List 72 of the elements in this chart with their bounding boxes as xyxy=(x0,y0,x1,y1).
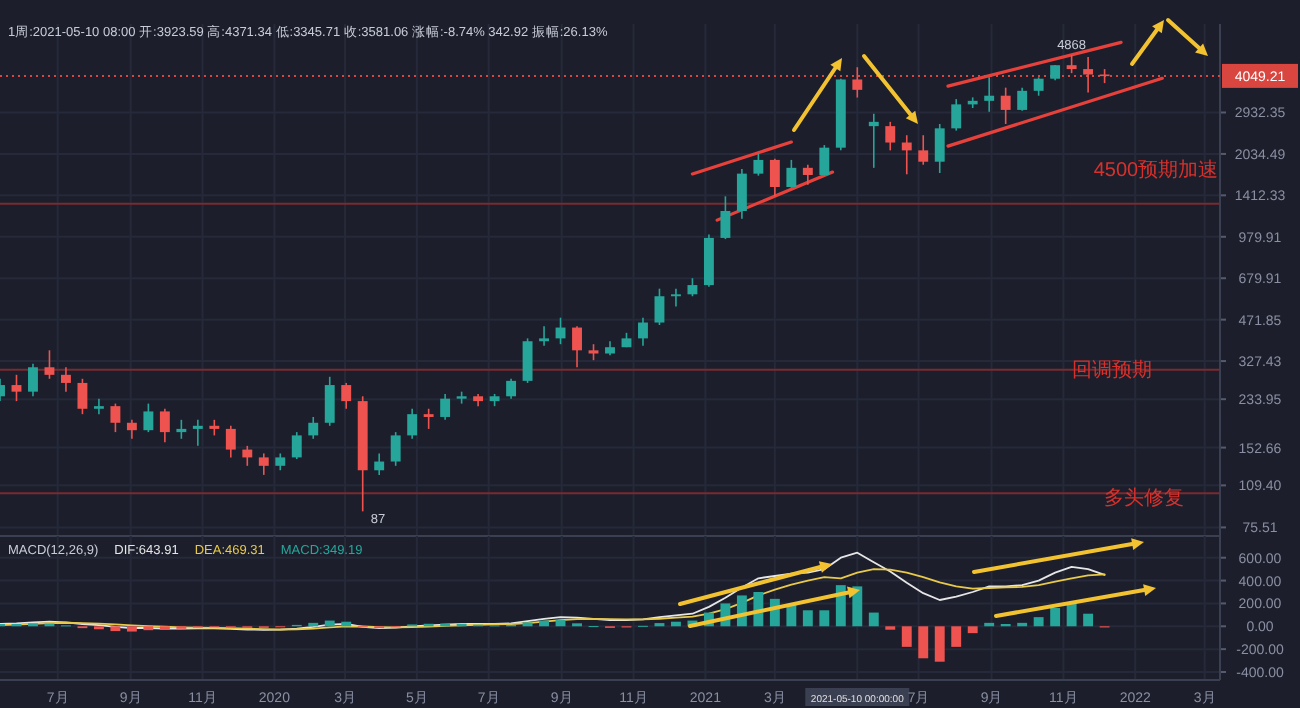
candlestick xyxy=(901,134,912,176)
candlestick xyxy=(126,419,137,440)
bar xyxy=(819,610,830,627)
candlestick xyxy=(242,445,253,467)
bar xyxy=(918,626,929,659)
candlestick xyxy=(423,407,434,430)
candlestick xyxy=(440,393,451,421)
candlestick xyxy=(522,337,533,384)
candlestick xyxy=(258,452,269,476)
candlestick xyxy=(786,159,797,189)
candlestick xyxy=(225,425,236,459)
candlestick xyxy=(77,378,88,415)
candlestick xyxy=(572,325,582,369)
bar xyxy=(901,626,912,647)
candlestick xyxy=(44,349,55,380)
candlestick xyxy=(506,378,517,400)
candlestick xyxy=(192,419,203,447)
candlestick xyxy=(143,402,154,433)
candlestick xyxy=(291,431,302,460)
candlestick xyxy=(802,163,813,186)
candlestick xyxy=(984,76,995,113)
candlestick xyxy=(93,397,104,415)
candlestick xyxy=(176,419,187,440)
candlestick xyxy=(934,123,945,174)
candlestick xyxy=(308,416,319,440)
candlestick xyxy=(61,366,71,393)
candlestick xyxy=(1000,86,1011,125)
candlestick xyxy=(110,402,121,433)
candlestick xyxy=(703,233,714,288)
candlestick xyxy=(868,112,879,169)
line-series xyxy=(0,568,1106,631)
bar xyxy=(967,626,978,634)
candlestick xyxy=(1033,76,1044,97)
candlestick xyxy=(374,452,385,476)
candlestick xyxy=(687,277,698,298)
candlestick xyxy=(159,407,170,444)
candlestick xyxy=(1017,86,1028,112)
bar xyxy=(1033,617,1044,627)
candlestick xyxy=(324,376,335,427)
candlestick xyxy=(11,374,22,402)
candlestick xyxy=(753,152,764,177)
candlestick xyxy=(736,168,747,220)
candlestick xyxy=(539,325,549,347)
bar xyxy=(1083,613,1094,627)
annotation: 4500预期加速 xyxy=(1093,158,1219,182)
candlestick xyxy=(1083,56,1094,94)
bar xyxy=(786,604,797,627)
candlestick xyxy=(638,316,648,347)
annotation: 回调预期 xyxy=(1072,358,1152,382)
candlestick xyxy=(390,431,401,467)
candlestick xyxy=(1066,54,1077,74)
candlestick xyxy=(671,287,681,308)
annotation: 多头修复 xyxy=(1104,486,1184,510)
candlestick xyxy=(918,134,929,166)
candlestick xyxy=(720,195,731,240)
candlestick xyxy=(769,157,780,198)
candlestick xyxy=(951,98,962,132)
candlestick xyxy=(407,407,418,440)
candlestick xyxy=(28,362,38,398)
bar xyxy=(126,626,137,632)
bar xyxy=(934,626,945,662)
candlestick xyxy=(341,382,352,410)
bar xyxy=(1066,603,1077,627)
candlestick xyxy=(819,144,830,177)
bar xyxy=(951,626,962,647)
candlestick xyxy=(654,287,665,326)
candlestick xyxy=(885,121,896,152)
candlestick xyxy=(852,66,863,99)
bar xyxy=(868,612,879,627)
bar xyxy=(1050,608,1061,627)
bar xyxy=(110,626,121,632)
bar xyxy=(802,610,813,627)
